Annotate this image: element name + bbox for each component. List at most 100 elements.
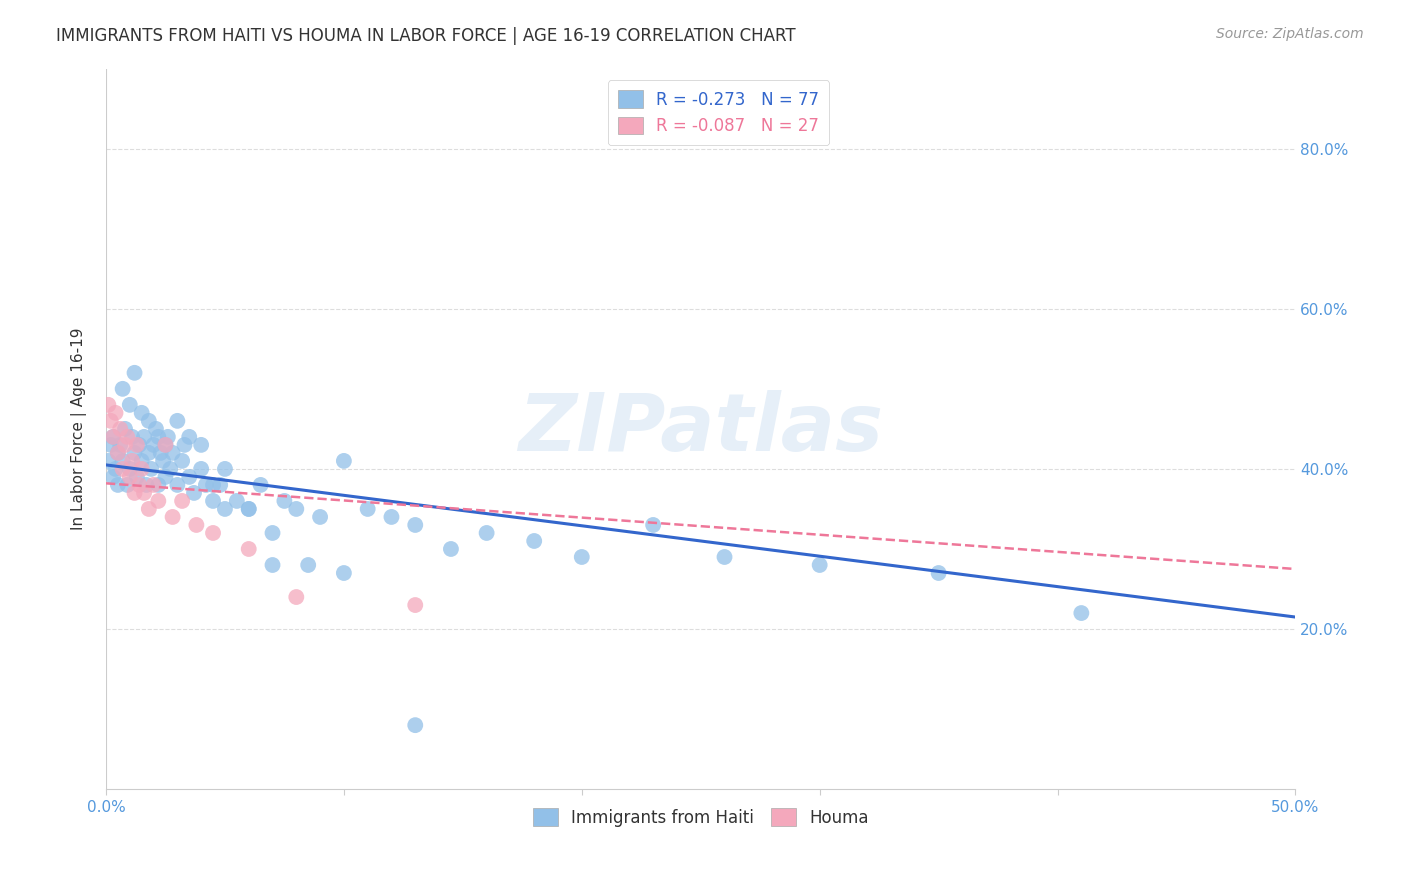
Point xyxy=(262,526,284,541)
Point xyxy=(209,478,232,492)
Point xyxy=(309,510,332,524)
Point xyxy=(179,430,201,444)
Point xyxy=(571,549,593,564)
Point xyxy=(202,494,225,508)
Point xyxy=(713,549,735,564)
Point xyxy=(202,478,225,492)
Point xyxy=(202,526,225,541)
Point xyxy=(190,462,212,476)
Point xyxy=(118,398,141,412)
Text: Source: ZipAtlas.com: Source: ZipAtlas.com xyxy=(1216,27,1364,41)
Point xyxy=(149,446,172,460)
Point xyxy=(1070,606,1092,620)
Point xyxy=(162,510,184,524)
Point xyxy=(166,478,188,492)
Point xyxy=(643,518,665,533)
Point xyxy=(285,502,308,516)
Point xyxy=(131,406,153,420)
Point xyxy=(148,478,170,492)
Point xyxy=(138,502,160,516)
Point xyxy=(190,438,212,452)
Point xyxy=(273,494,295,508)
Point xyxy=(132,430,155,444)
Point xyxy=(155,438,177,452)
Point xyxy=(138,414,160,428)
Point xyxy=(114,438,136,452)
Point xyxy=(404,598,426,612)
Point xyxy=(131,462,153,476)
Point xyxy=(523,533,546,548)
Point xyxy=(104,462,127,476)
Point xyxy=(128,438,150,452)
Point xyxy=(440,541,463,556)
Point xyxy=(928,566,950,580)
Point xyxy=(225,494,247,508)
Point xyxy=(97,454,120,468)
Point xyxy=(380,510,402,524)
Point xyxy=(172,494,194,508)
Point xyxy=(124,486,146,500)
Point xyxy=(128,478,150,492)
Point xyxy=(124,366,146,380)
Point xyxy=(111,454,134,468)
Point xyxy=(297,558,319,572)
Point xyxy=(173,438,195,452)
Point xyxy=(148,494,170,508)
Point xyxy=(194,478,217,492)
Point xyxy=(404,718,426,732)
Point xyxy=(111,382,134,396)
Point xyxy=(114,422,136,436)
Point xyxy=(179,470,201,484)
Point xyxy=(97,398,120,412)
Point xyxy=(159,462,181,476)
Y-axis label: In Labor Force | Age 16-19: In Labor Force | Age 16-19 xyxy=(72,327,87,530)
Point xyxy=(155,438,177,452)
Point xyxy=(404,518,426,533)
Point xyxy=(107,446,129,460)
Point xyxy=(121,454,143,468)
Point xyxy=(101,430,124,444)
Point xyxy=(156,430,179,444)
Point xyxy=(285,590,308,604)
Point xyxy=(110,422,132,436)
Point xyxy=(145,422,167,436)
Point xyxy=(142,438,165,452)
Point xyxy=(238,541,260,556)
Point xyxy=(238,502,260,516)
Point xyxy=(214,502,236,516)
Point xyxy=(111,462,134,476)
Point xyxy=(475,526,498,541)
Point xyxy=(110,438,132,452)
Point xyxy=(100,414,122,428)
Point xyxy=(155,470,177,484)
Point xyxy=(357,502,380,516)
Point xyxy=(262,558,284,572)
Point xyxy=(101,430,124,444)
Point xyxy=(107,478,129,492)
Point xyxy=(238,502,260,516)
Point xyxy=(117,430,139,444)
Point xyxy=(141,462,163,476)
Point xyxy=(166,414,188,428)
Point xyxy=(808,558,831,572)
Point xyxy=(131,454,153,468)
Point xyxy=(125,438,148,452)
Point xyxy=(118,462,141,476)
Point xyxy=(107,446,129,460)
Point xyxy=(125,470,148,484)
Point xyxy=(333,566,356,580)
Point xyxy=(104,406,127,420)
Point xyxy=(142,478,165,492)
Point xyxy=(214,462,236,476)
Point xyxy=(152,454,174,468)
Point xyxy=(183,486,205,500)
Point xyxy=(100,438,122,452)
Point xyxy=(138,446,160,460)
Point xyxy=(135,478,157,492)
Point xyxy=(101,470,124,484)
Point xyxy=(249,478,271,492)
Text: ZIPatlas: ZIPatlas xyxy=(519,390,883,468)
Point xyxy=(118,470,141,484)
Point xyxy=(132,486,155,500)
Point xyxy=(162,446,184,460)
